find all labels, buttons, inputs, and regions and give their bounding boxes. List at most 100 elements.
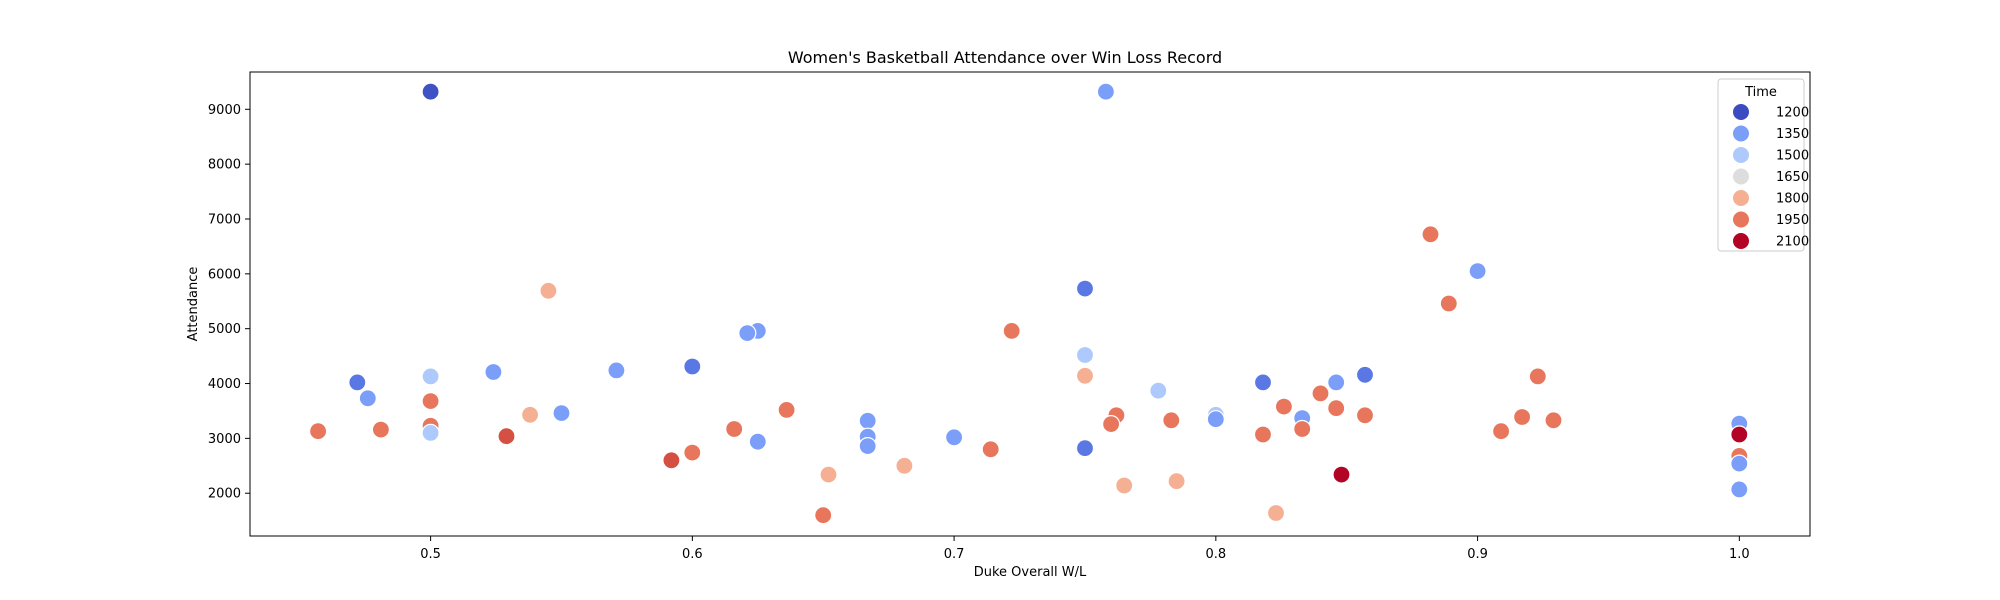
- data-point: [1253, 425, 1273, 444]
- legend-label: 1350: [1776, 127, 1809, 142]
- data-point: [1439, 294, 1458, 313]
- legend-label: 1650: [1776, 170, 1809, 185]
- x-tick-label: 0.6: [682, 547, 703, 562]
- x-axis: 0.5 0.6 0.7 0.8 0.9 1.0: [420, 536, 1750, 562]
- legend-marker: [1733, 233, 1749, 249]
- y-tick-label: 6000: [208, 267, 241, 282]
- y-axis: 2000 3000 4000 5000 6000 7000 8000 9000: [208, 103, 250, 502]
- data-point: [1332, 465, 1351, 484]
- legend-marker: [1733, 125, 1749, 142]
- data-point: [497, 427, 516, 446]
- data-point: [1096, 82, 1116, 101]
- data-point: [1421, 225, 1440, 244]
- data-point: [1293, 419, 1312, 439]
- data-point: [1075, 279, 1095, 298]
- legend-label: 2100: [1776, 235, 1809, 250]
- data-point: [777, 400, 796, 419]
- data-point: [819, 465, 838, 484]
- data-point: [1327, 373, 1346, 392]
- legend-marker: [1733, 104, 1749, 120]
- legend-marker: [1733, 211, 1749, 228]
- legend-box: [1717, 78, 1805, 252]
- legend-label: 1500: [1776, 149, 1809, 164]
- x-tick-label: 0.5: [420, 547, 441, 562]
- data-point: [1115, 476, 1134, 495]
- data-point: [1327, 399, 1346, 418]
- data-point: [1491, 422, 1511, 441]
- data-point: [371, 420, 390, 439]
- data-point: [944, 428, 964, 447]
- x-tick-label: 0.9: [1467, 547, 1488, 562]
- data-point: [539, 281, 558, 300]
- data-point: [981, 440, 1000, 459]
- data-point: [1528, 367, 1547, 386]
- data-point: [1149, 381, 1168, 400]
- data-point: [1544, 411, 1563, 430]
- data-point: [1162, 411, 1181, 430]
- data-point: [1075, 439, 1095, 458]
- data-point: [484, 362, 503, 382]
- data-point: [683, 443, 702, 462]
- data-point: [1075, 345, 1095, 365]
- data-point: [1730, 480, 1749, 499]
- y-tick-label: 3000: [208, 432, 241, 447]
- data-point: [748, 432, 767, 451]
- data-point: [1730, 454, 1749, 473]
- legend: Time 1200 1350 1500 1650 1800 1950 2100: [1717, 78, 1809, 252]
- data-point: [1101, 415, 1121, 434]
- x-tick-label: 0.7: [944, 547, 965, 562]
- data-point: [1355, 406, 1375, 425]
- data-point: [520, 405, 540, 424]
- points-layer: [309, 82, 1749, 525]
- data-point: [1002, 321, 1021, 340]
- data-point: [1468, 262, 1487, 281]
- data-point: [358, 389, 377, 408]
- chart-title: Women's Basketball Attendance over Win L…: [788, 48, 1222, 67]
- y-axis-label: Attendance: [186, 267, 201, 342]
- data-point: [1274, 397, 1294, 416]
- legend-label: 1200: [1776, 106, 1809, 121]
- data-point: [1075, 366, 1095, 385]
- data-point: [1730, 425, 1749, 444]
- data-point: [421, 423, 440, 442]
- data-point: [814, 506, 833, 525]
- plot-frame: [249, 71, 1811, 537]
- x-tick-label: 1.0: [1729, 547, 1750, 562]
- data-point: [1266, 503, 1286, 523]
- y-tick-label: 9000: [208, 103, 241, 118]
- data-point: [738, 324, 757, 343]
- data-point: [683, 357, 702, 376]
- data-point: [1253, 373, 1273, 392]
- y-tick-label: 8000: [208, 158, 241, 173]
- y-tick-label: 7000: [208, 212, 241, 227]
- data-point: [421, 392, 440, 411]
- legend-marker: [1733, 147, 1749, 163]
- y-tick-label: 5000: [208, 322, 241, 337]
- data-point: [662, 451, 681, 470]
- data-point: [607, 361, 626, 380]
- legend-marker: [1733, 168, 1749, 185]
- y-tick-label: 2000: [208, 487, 241, 502]
- data-point: [1206, 410, 1225, 429]
- data-point: [1167, 472, 1186, 491]
- data-point: [1512, 407, 1532, 427]
- legend-entries: 1200 1350 1500 1650 1800 1950 2100: [1733, 104, 1809, 250]
- legend-marker: [1733, 190, 1749, 206]
- data-point: [421, 82, 440, 101]
- legend-label: 1800: [1776, 192, 1809, 207]
- y-tick-label: 4000: [208, 377, 241, 392]
- data-point: [421, 367, 440, 386]
- data-point: [552, 404, 571, 423]
- x-axis-label: Duke Overall W/L: [974, 565, 1087, 580]
- data-point: [895, 456, 914, 475]
- data-point: [309, 422, 328, 441]
- data-point: [1355, 365, 1375, 384]
- data-point: [858, 437, 877, 456]
- data-point: [348, 373, 367, 392]
- data-point: [1311, 384, 1330, 403]
- data-point: [725, 419, 744, 439]
- legend-label: 1950: [1776, 213, 1809, 228]
- data-point: [858, 411, 877, 430]
